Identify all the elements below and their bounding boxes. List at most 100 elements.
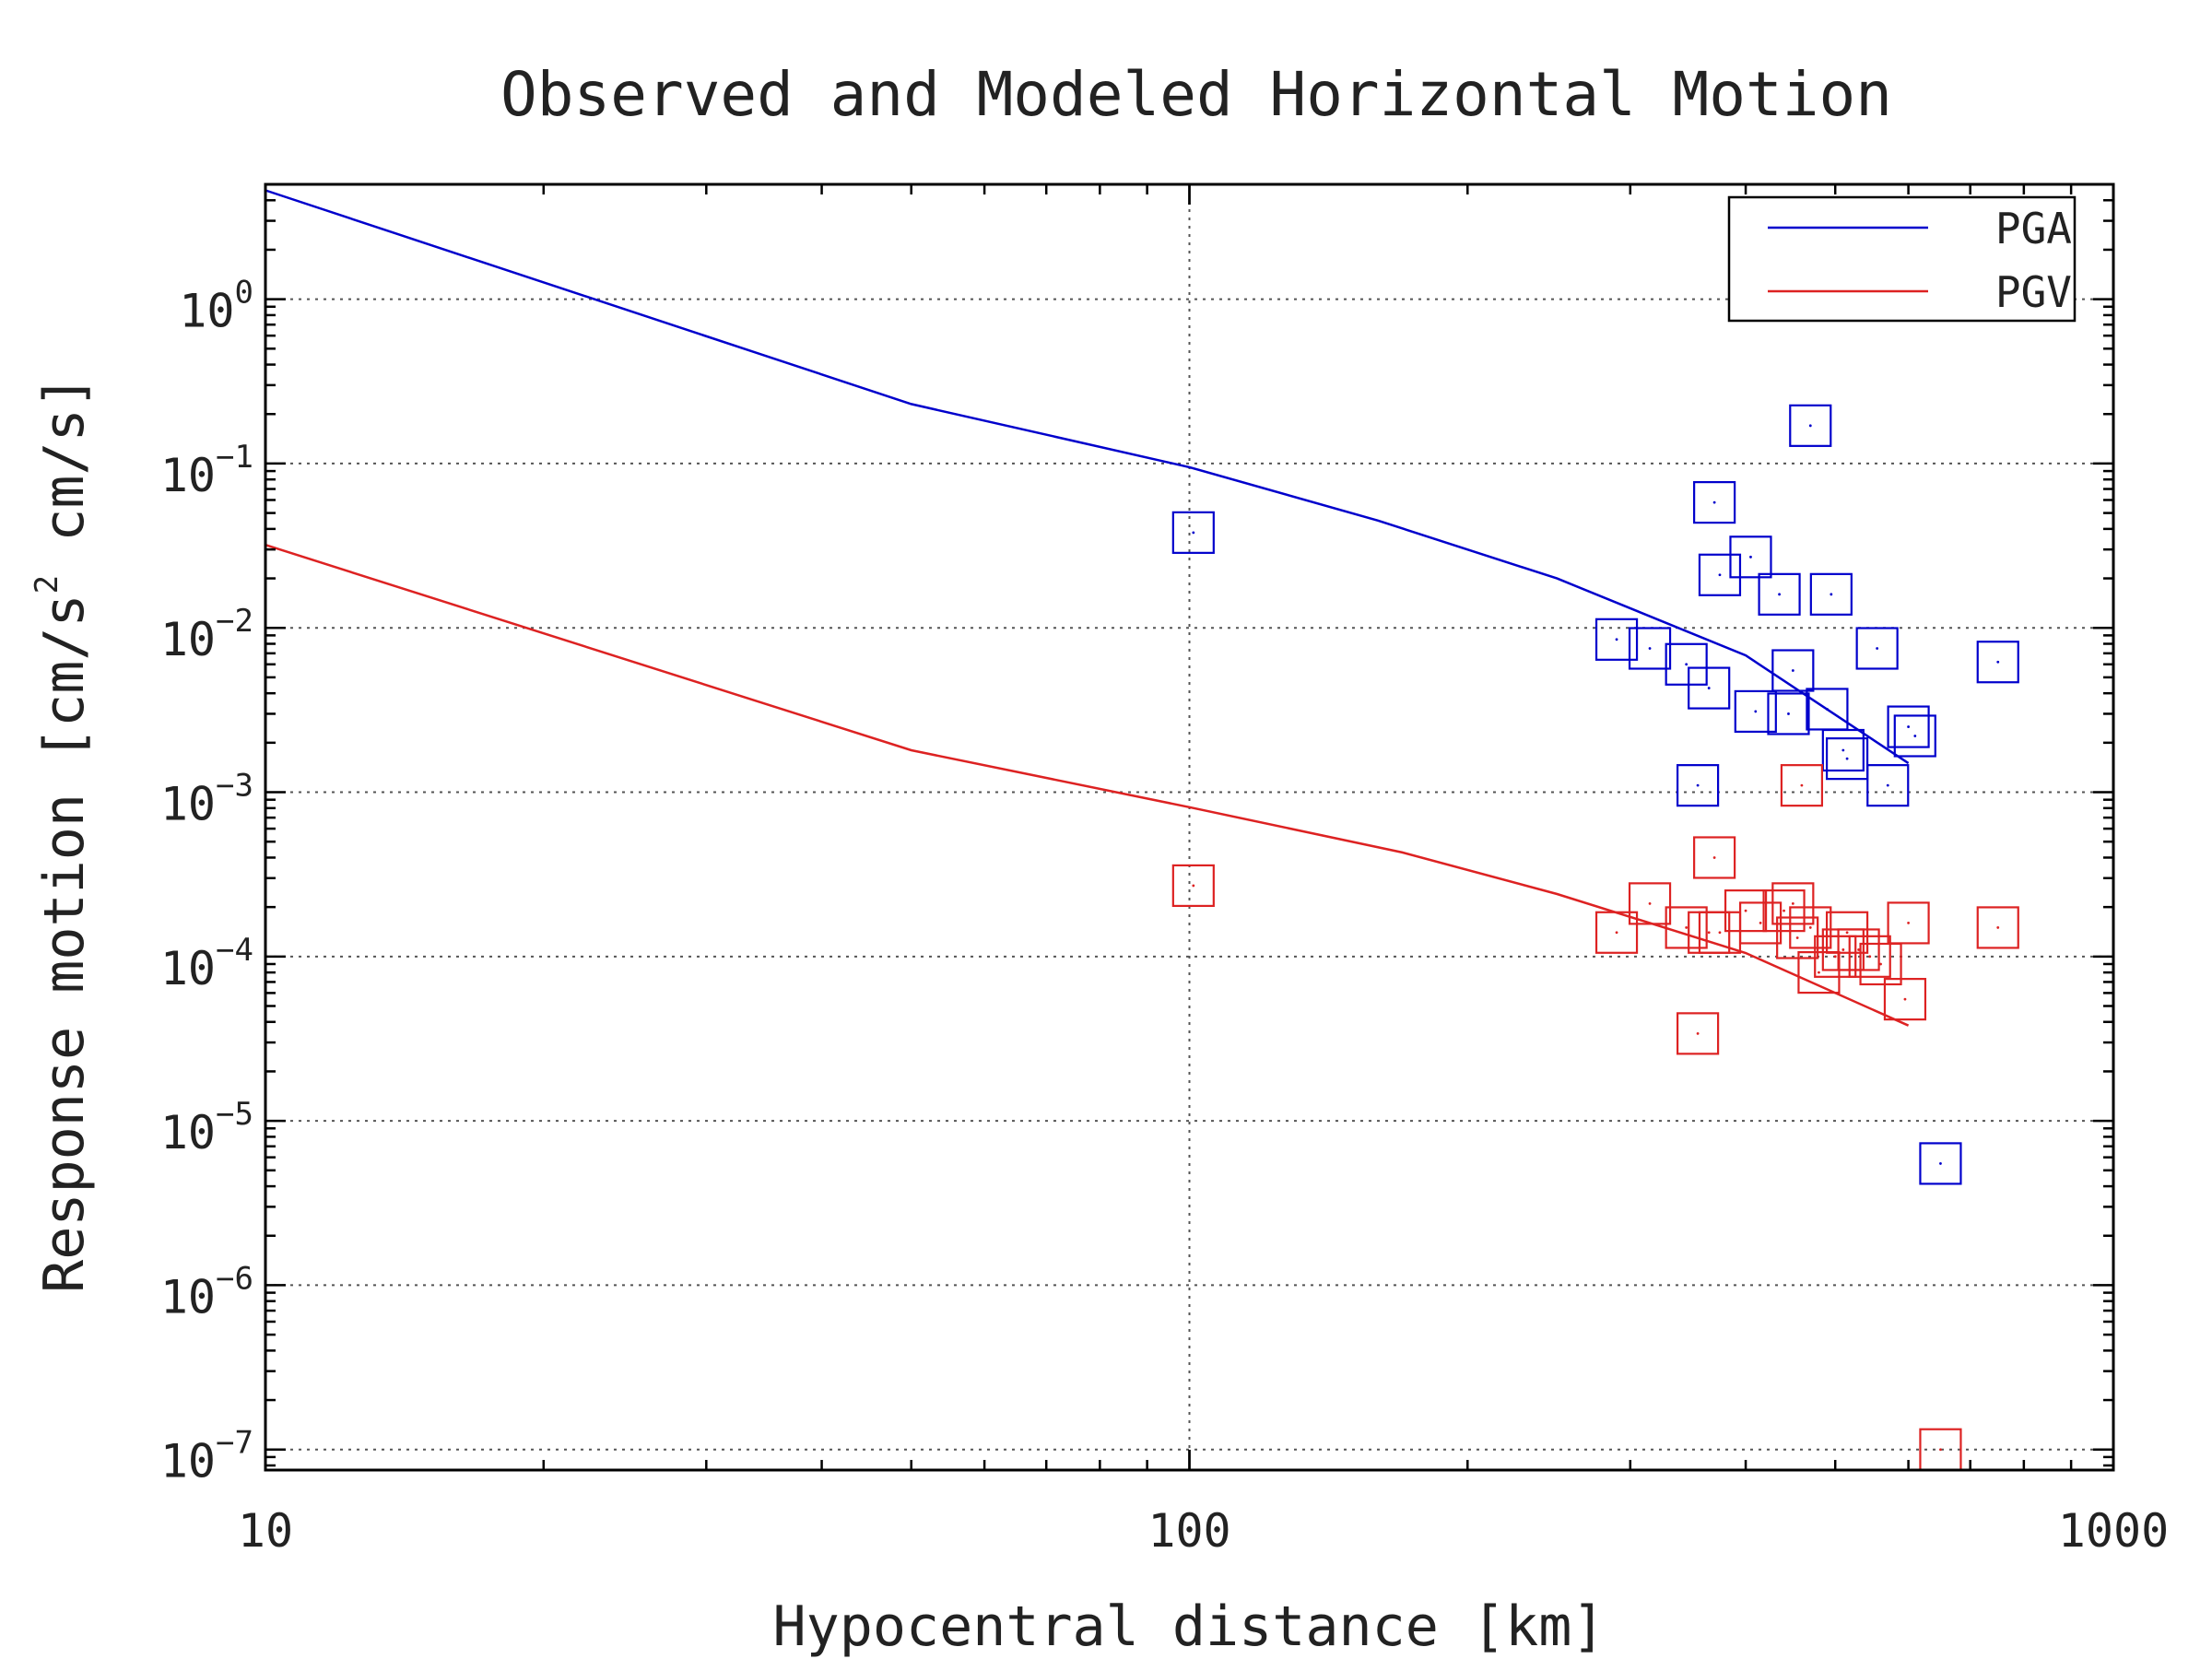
pga-observed-dot — [1791, 669, 1794, 672]
y-tick-label-exp: −7 — [216, 1425, 253, 1462]
y-tick-label-4: 10−3 — [160, 768, 253, 831]
y-tick-label-base: 10 — [179, 285, 234, 338]
grid — [265, 184, 2113, 1470]
pgv-observed-marker — [1883, 978, 1927, 1021]
y-axis-label-tail: cm/s] — [32, 375, 97, 575]
pga-observed-dot — [1696, 783, 1700, 787]
pgv-observed-dot — [1712, 856, 1716, 859]
pga-observed-point-9 — [1665, 642, 1708, 686]
pga-observed-dot — [1841, 748, 1845, 752]
series-line-pgv — [265, 544, 1910, 1027]
legend: PGA PGV — [1727, 195, 2077, 323]
y-tick-label-exp: −2 — [216, 603, 253, 640]
y-tick-label-exp: 0 — [235, 275, 253, 312]
pgv-observed-point-20 — [1797, 951, 1841, 994]
pga-observed-point-19 — [1821, 728, 1865, 772]
pgv-observed-dot — [1833, 955, 1837, 959]
pga-observed-point-20 — [1825, 737, 1869, 781]
pgv-observed-dot — [1800, 783, 1804, 787]
pga-observed-marker — [1758, 572, 1801, 616]
pgv-observed-dot — [1903, 997, 1907, 1001]
pga-observed-marker — [1893, 714, 1936, 758]
pga-observed-marker — [1734, 689, 1777, 734]
pga-observed-dot — [1845, 757, 1849, 760]
y-tick-label-exp: −1 — [216, 439, 253, 476]
pgv-observed-marker — [1837, 928, 1880, 971]
pga-observed-marker — [1821, 728, 1865, 772]
pga-observed-point-17 — [1887, 705, 1930, 748]
pgv-observed-dot — [1808, 926, 1812, 929]
y-axis-label: Response motion [cm/s2 cm/s] — [29, 375, 97, 1293]
pga-observed-point-3 — [1729, 535, 1772, 579]
x-tick-label-0: 10 — [238, 1504, 293, 1558]
pgv-observed-point-12 — [1776, 916, 1819, 959]
pga-observed-point-6 — [1809, 572, 1853, 616]
pga-observed-point-2 — [1693, 481, 1736, 524]
pga-observed-point-5 — [1758, 572, 1801, 616]
pgv-observed-dot — [1996, 926, 2000, 929]
pga-observed-marker — [1866, 764, 1910, 807]
pga-observed-marker — [1729, 535, 1772, 579]
pgv-observed-point-10 — [1762, 889, 1806, 933]
series-lines — [265, 189, 1910, 1027]
plot-frame — [264, 182, 2115, 1472]
pga-observed-point-14 — [1734, 689, 1777, 734]
pgv-observed-marker — [1594, 911, 1639, 954]
pgv-observed-point-17 — [1837, 928, 1880, 971]
pga-observed-dot — [1712, 500, 1716, 504]
pga-observed-marker — [1887, 705, 1930, 748]
y-tick-label-0: 10−7 — [160, 1425, 253, 1488]
pga-observed-dot — [1192, 531, 1195, 535]
pgv-observed-dot — [1841, 948, 1845, 951]
y-tick-label-base: 10 — [160, 1435, 216, 1488]
series-line-pga — [265, 189, 1910, 765]
pgv-observed-point-2 — [1693, 836, 1736, 879]
x-tick-label-2: 1000 — [2058, 1504, 2169, 1558]
pga-observed-point-21 — [1677, 764, 1720, 807]
pga-observed-dot — [1754, 710, 1758, 713]
pga-observed-dot — [1886, 783, 1889, 787]
pga-observed-marker — [1693, 481, 1736, 524]
pga-observed-dot — [1707, 687, 1711, 689]
pgv-observed-marker — [1825, 911, 1869, 954]
pgv-observed-dot — [1783, 909, 1785, 912]
x-tick-labels: 10 100 1000 — [238, 1504, 2169, 1558]
pga-observed-dot — [1826, 708, 1829, 711]
pgv-observed-dot — [1696, 1031, 1700, 1035]
pgv-observed-marker — [1762, 889, 1806, 933]
pgv-observed-marker — [1693, 836, 1736, 879]
y-tick-label-7: 100 — [179, 275, 253, 338]
pga-observed-point-1 — [1789, 404, 1832, 447]
pga-observed-point-15 — [1767, 692, 1810, 735]
pga-observed-marker — [1789, 404, 1832, 447]
pgv-observed-dot — [1192, 884, 1195, 888]
pgv-observed-point-21 — [1887, 901, 1930, 945]
pga-observed-marker — [1688, 666, 1731, 710]
pgv-observed-dot — [1907, 922, 1910, 924]
pga-observed-point-8 — [1628, 627, 1672, 670]
y-axis-label-main: Response motion [cm/s — [32, 594, 97, 1293]
pgv-observed-marker — [1976, 906, 2019, 949]
pgv-observed-point-1 — [1780, 764, 1824, 807]
pga-observed-dot — [1615, 638, 1618, 641]
pga-observed-dot — [1808, 424, 1812, 428]
pga-observed-point-11 — [1855, 627, 1899, 670]
legend-label-pga: PGA — [1995, 204, 2072, 253]
pga-observed-marker — [1171, 511, 1215, 554]
pgv-observed-dot — [1845, 931, 1849, 935]
pgv-observed-dot — [1939, 1448, 1942, 1452]
pgv-observed-point-24 — [1677, 1012, 1720, 1055]
x-axis-label: Hypocentral distance [km] — [772, 1594, 1605, 1659]
pgv-observed-dot — [1857, 948, 1860, 951]
pgv-observed-point-18 — [1848, 935, 1891, 978]
y-tick-label-2: 10−5 — [160, 1096, 253, 1159]
pga-observed-point-10 — [1771, 649, 1815, 692]
pga-observed-point-7 — [1594, 618, 1639, 661]
pgv-observed-point-4 — [1628, 882, 1672, 925]
pgv-observed-marker — [1859, 942, 1902, 986]
pga-observed-marker — [1767, 692, 1810, 735]
pga-observed-marker — [1677, 764, 1720, 807]
pga-observed-dot — [1787, 712, 1790, 715]
pgv-observed-dot — [1759, 922, 1762, 924]
pgv-observed-marker — [1628, 882, 1672, 925]
